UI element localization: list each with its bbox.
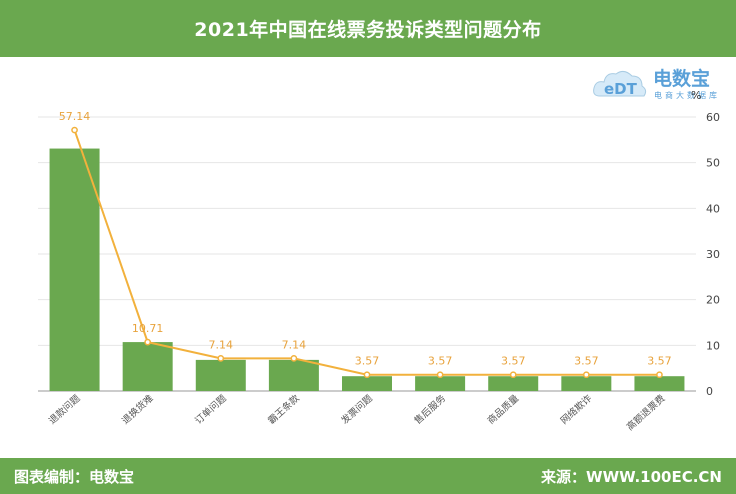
- data-label: 57.14: [59, 110, 91, 123]
- trend-line: [71, 126, 663, 379]
- y-tick-label: 40: [706, 202, 720, 215]
- logo-cloud-icon: eDT: [593, 70, 647, 98]
- bar: [195, 359, 246, 391]
- logo-mark: eDT: [604, 80, 638, 98]
- data-label: 3.57: [574, 355, 599, 368]
- line-point: [582, 371, 590, 379]
- bars: [49, 148, 685, 391]
- data-label: 7.14: [282, 338, 307, 351]
- y-tick-label: 50: [706, 157, 720, 170]
- data-labels: 57.14 10.71 7.14 7.14 3.57 3.57 3.57 3.57 3.57: [59, 110, 672, 368]
- line-point: [656, 371, 663, 379]
- footer-source: 来源：WWW.100EC.CN: [541, 468, 722, 486]
- bar: [122, 342, 173, 391]
- y-axis-ticks: 0 10 20 30 40 50 60: [706, 111, 720, 398]
- data-label: 3.57: [501, 355, 526, 368]
- x-tick-label: 售后服务: [412, 392, 449, 427]
- y-tick-label: 0: [706, 385, 713, 398]
- bar: [342, 376, 392, 391]
- y-tick-label: 10: [706, 339, 720, 352]
- bar: [488, 376, 539, 391]
- bar: [268, 359, 319, 391]
- x-tick-label: 退换货难: [119, 392, 156, 427]
- line-point: [290, 355, 298, 362]
- line-point: [363, 371, 371, 379]
- x-tick-label: 订单问题: [193, 392, 230, 427]
- bar: [561, 376, 612, 391]
- line-point: [71, 126, 78, 134]
- line-point: [436, 371, 444, 379]
- y-tick-label: 30: [706, 248, 720, 261]
- x-tick-label: 退款问题: [46, 392, 83, 427]
- footer-bar: 图表编制：电数宝 来源：WWW.100EC.CN: [0, 458, 736, 494]
- data-label: 7.14: [209, 338, 234, 351]
- x-tick-label: 高额退票费: [624, 392, 667, 433]
- data-label: 3.57: [355, 355, 380, 368]
- x-tick-label: 霸王条款: [266, 392, 303, 427]
- chart-title: 2021年中国在线票务投诉类型问题分布: [194, 19, 542, 41]
- bar: [415, 376, 466, 391]
- x-tick-label: 商品质量: [485, 392, 522, 427]
- line-point: [144, 338, 152, 346]
- x-tick-label: 网络欺诈: [558, 392, 595, 427]
- footer-credit: 图表编制：电数宝: [14, 468, 135, 486]
- y-tick-label: 20: [706, 294, 720, 307]
- trend-line-path: [73, 129, 660, 376]
- bar: [49, 148, 100, 391]
- data-label: 3.57: [647, 355, 672, 368]
- x-axis-ticks: 退款问题 退换货难 订单问题 霸王条款 发票问题 售后服务 商品质量 网络欺诈 高额退票费: [46, 392, 667, 433]
- y-tick-label: 60: [706, 111, 720, 124]
- logo-subtitle: 电商大数据库: [654, 91, 720, 100]
- title-bar: 2021年中国在线票务投诉类型问题分布: [0, 0, 736, 57]
- y-axis-unit: %: [691, 89, 702, 102]
- line-point: [509, 371, 517, 379]
- line-point: [217, 355, 225, 362]
- data-label: 3.57: [428, 355, 453, 368]
- data-label: 10.71: [132, 322, 164, 335]
- bar: [634, 376, 685, 391]
- logo-name: 电数宝: [653, 68, 711, 90]
- x-tick-label: 发票问题: [339, 392, 376, 427]
